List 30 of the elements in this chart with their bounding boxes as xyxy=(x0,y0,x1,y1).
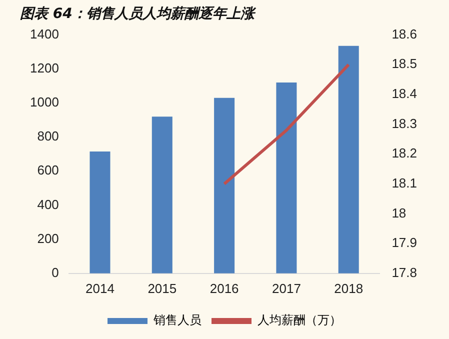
y-tick-label: 400 xyxy=(37,196,59,212)
chart-title: 图表 64：销售人员人均薪酬逐年上涨 xyxy=(20,6,256,22)
x-tick-label: 2014 xyxy=(86,280,114,296)
y2-tick-label: 18.2 xyxy=(392,146,418,161)
y2-tick-label: 18 xyxy=(392,205,406,220)
x-tick-label: 2016 xyxy=(210,280,239,296)
y-tick-label: 600 xyxy=(37,162,59,178)
y2-tick-label: 18.5 xyxy=(392,56,418,72)
x-tick-label: 2015 xyxy=(148,280,177,296)
y2-tick-label: 18.4 xyxy=(392,86,418,102)
y-tick-label: 0 xyxy=(52,264,59,280)
y2-tick-label: 18.6 xyxy=(392,26,418,42)
y2-tick-label: 18.3 xyxy=(392,116,418,131)
bar xyxy=(152,116,172,274)
y-tick-label: 200 xyxy=(37,230,59,246)
y-tick-label: 1000 xyxy=(30,94,59,110)
bar xyxy=(276,82,297,274)
y2-tick-label: 17.9 xyxy=(392,235,418,250)
y2-tick-label: 17.8 xyxy=(392,264,418,280)
x-tick-label: 2018 xyxy=(334,280,364,296)
bar xyxy=(90,152,110,274)
bar xyxy=(338,46,359,274)
legend-label: 销售人员 xyxy=(152,313,202,328)
y-tick-label: 1200 xyxy=(30,60,59,76)
y2-tick-label: 18.1 xyxy=(392,176,418,191)
x-tick-label: 2017 xyxy=(272,280,301,296)
y-tick-label: 1400 xyxy=(30,26,59,42)
y-tick-label: 800 xyxy=(37,128,59,144)
bar xyxy=(214,98,235,274)
legend-label: 人均薪酬（万） xyxy=(258,313,342,328)
